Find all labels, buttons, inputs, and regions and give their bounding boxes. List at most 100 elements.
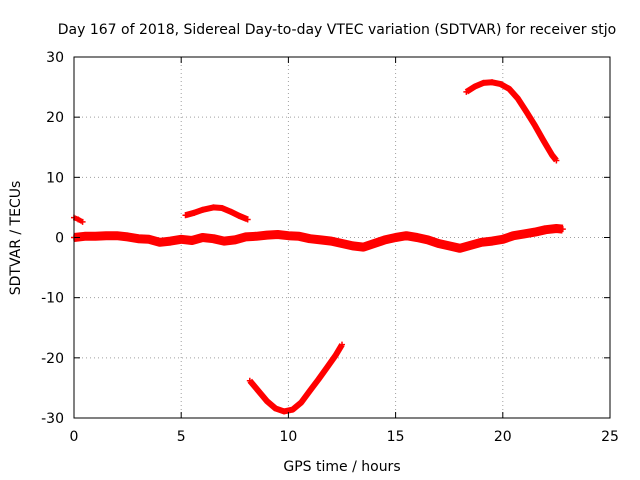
- data-point: [480, 79, 487, 86]
- axis-ticks: [73, 56, 611, 419]
- data-point: [210, 204, 217, 211]
- data-point: [542, 226, 549, 233]
- data-point: [499, 236, 506, 243]
- data-point: [296, 233, 303, 240]
- data-point: [221, 238, 228, 245]
- data-point: [446, 242, 453, 249]
- data-point: [103, 232, 110, 239]
- series-evening-peak: [464, 79, 559, 163]
- data-point: [242, 233, 249, 240]
- data-point: [553, 225, 560, 232]
- data-point: [272, 405, 279, 412]
- data-point: [124, 233, 131, 240]
- data-point: [392, 234, 399, 241]
- y-tick-labels: 30 20 10 0 -10 -20 -30: [41, 50, 64, 427]
- data-point: [92, 233, 99, 240]
- data-point: [506, 85, 513, 92]
- data-point: [289, 406, 296, 413]
- data-point: [79, 218, 86, 225]
- x-tick-label: 5: [177, 429, 186, 445]
- data-point: [467, 242, 474, 249]
- chart-title: Day 167 of 2018, Sidereal Day-to-day VTE…: [58, 22, 616, 38]
- data-point: [360, 244, 367, 251]
- data-point: [424, 236, 431, 243]
- data-point: [531, 229, 538, 236]
- y-tick-label: -20: [41, 351, 64, 367]
- data-point: [231, 236, 238, 243]
- data-point: [489, 238, 496, 245]
- data-point: [199, 234, 206, 241]
- data-point: [263, 398, 270, 405]
- data-point: [471, 83, 478, 90]
- data-point: [246, 377, 253, 384]
- data-point: [497, 81, 504, 88]
- data-point: [146, 236, 153, 243]
- data-point: [182, 212, 189, 219]
- data-point: [227, 208, 234, 215]
- data-point: [281, 408, 288, 415]
- data-point: [456, 245, 463, 252]
- y-tick-label: 10: [46, 170, 64, 186]
- data-point: [414, 234, 421, 241]
- x-axis-label: GPS time / hours: [283, 459, 400, 475]
- y-tick-label: 30: [46, 50, 64, 66]
- data-point: [478, 239, 485, 246]
- data-point: [135, 235, 142, 242]
- data-point: [403, 232, 410, 239]
- data-point: [263, 232, 270, 239]
- data-point: [323, 364, 330, 371]
- series-baseline: [73, 224, 564, 253]
- y-tick-label: 20: [46, 110, 64, 126]
- data-series: [71, 79, 566, 415]
- data-point: [210, 235, 217, 242]
- data-point: [253, 233, 260, 240]
- y-tick-label: 0: [55, 231, 64, 247]
- data-point: [298, 399, 305, 406]
- data-point: [540, 137, 547, 144]
- data-point: [244, 216, 251, 223]
- data-point: [489, 79, 496, 86]
- data-point: [236, 212, 243, 219]
- data-point: [255, 387, 262, 394]
- x-tick-label: 20: [494, 429, 512, 445]
- data-point: [531, 122, 538, 129]
- data-point: [285, 232, 292, 239]
- y-tick-label: -10: [41, 291, 64, 307]
- data-point: [521, 230, 528, 237]
- data-point: [510, 232, 517, 239]
- y-axis-label: SDTVAR / TECUs: [8, 181, 24, 296]
- data-point: [553, 157, 560, 164]
- data-point: [167, 238, 174, 245]
- data-point: [191, 209, 198, 216]
- x-tick-label: 10: [279, 429, 297, 445]
- data-point: [113, 232, 120, 239]
- data-point: [75, 216, 82, 223]
- data-point: [339, 240, 345, 247]
- data-point: [199, 206, 206, 213]
- series-trough: [247, 343, 345, 415]
- data-point: [315, 376, 322, 383]
- y-tick-label: -30: [41, 411, 64, 427]
- data-point: [188, 237, 195, 244]
- data-point: [559, 226, 566, 233]
- data-point: [339, 341, 345, 348]
- data-point: [306, 235, 313, 242]
- data-point: [514, 95, 521, 102]
- x-tick-label: 25: [601, 429, 619, 445]
- x-tick-labels: 0 5 10 15 20 25: [70, 429, 619, 445]
- data-point: [381, 236, 388, 243]
- data-point: [156, 239, 163, 246]
- data-point: [523, 108, 530, 115]
- data-point: [371, 240, 378, 247]
- data-point: [81, 233, 88, 240]
- data-point: [317, 236, 324, 243]
- data-point: [178, 236, 185, 243]
- data-point: [328, 238, 335, 245]
- x-tick-label: 15: [387, 429, 405, 445]
- data-point: [332, 352, 339, 359]
- data-point: [349, 242, 356, 249]
- x-tick-label: 0: [70, 429, 79, 445]
- data-point: [549, 152, 556, 159]
- data-point: [218, 205, 225, 212]
